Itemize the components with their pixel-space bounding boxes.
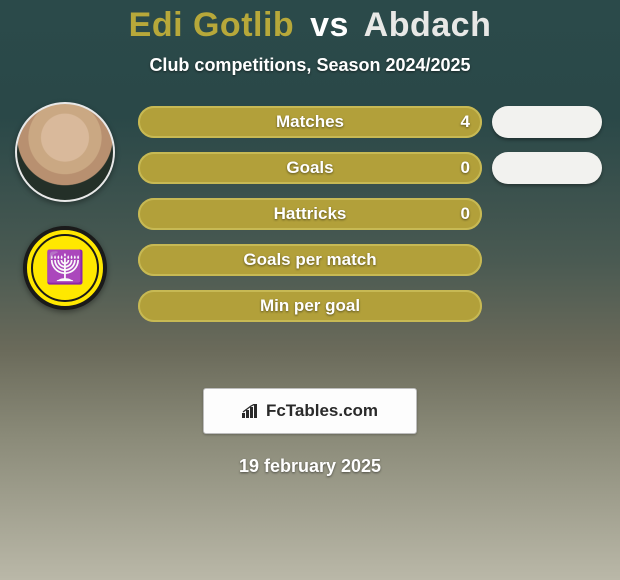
infographic-root: Edi Gotlib vs Abdach Club competitions, … [0,0,620,580]
stat-bar-matches: Matches 4 [138,106,482,138]
stat-value: 0 [461,204,470,224]
club-logo-inner: 🕎 [31,234,99,302]
stat-label: Goals per match [243,250,376,270]
date-text: 19 february 2025 [0,456,620,477]
comparison-pill [492,106,602,138]
menorah-icon: 🕎 [45,251,85,283]
comparison-pill [492,152,602,184]
stat-label: Matches [276,112,344,132]
club-logo: 🕎 [23,226,107,310]
brand-text: FcTables.com [266,401,378,421]
player-avatar [15,102,115,202]
left-column: 🕎 [10,102,120,310]
stat-bar-hattricks: Hattricks 0 [138,198,482,230]
stat-label: Min per goal [260,296,360,316]
right-column [492,106,602,184]
chart-icon [242,404,260,418]
brand-card: FcTables.com [203,388,417,434]
stat-bars: Matches 4 Goals 0 Hattricks 0 Goals per … [138,106,482,322]
stats-zone: 🕎 Matches 4 Goals 0 Hattricks 0 [0,106,620,366]
stat-bar-goals-per-match: Goals per match [138,244,482,276]
page-title: Edi Gotlib vs Abdach [0,0,620,45]
subtitle: Club competitions, Season 2024/2025 [0,55,620,76]
title-player2: Abdach [364,6,492,44]
stat-value: 0 [461,158,470,178]
stat-value: 4 [461,112,470,132]
title-vs: vs [310,6,349,44]
stat-bar-min-per-goal: Min per goal [138,290,482,322]
stat-label: Hattricks [274,204,347,224]
title-player1: Edi Gotlib [129,6,295,44]
stat-label: Goals [286,158,333,178]
stat-bar-goals: Goals 0 [138,152,482,184]
